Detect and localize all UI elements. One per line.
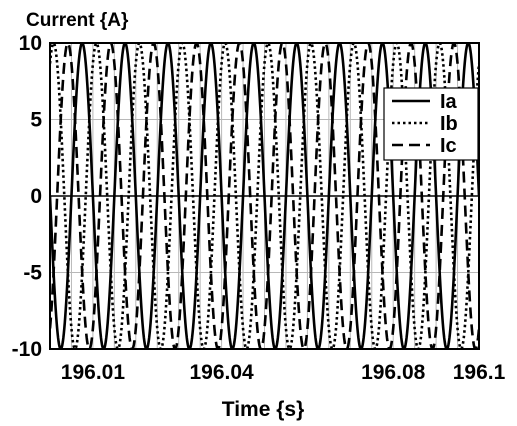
y-tick-label: -5 (23, 262, 42, 285)
x-tick-label: 196.08 (361, 361, 426, 384)
y-tick-label: 0 (30, 185, 42, 208)
legend-label-ia: Ia (440, 91, 458, 113)
x-axis-label: Time {s} (222, 398, 305, 421)
x-tick-label: 196.01 (61, 361, 126, 384)
y-tick-label: 10 (19, 32, 42, 55)
plot-frame (49, 42, 480, 350)
y-tick-label: -10 (12, 338, 42, 361)
series-layer (50, 43, 479, 349)
series-line-ic (50, 43, 479, 349)
x-tick-label: 196.04 (189, 361, 254, 384)
series-line-ia (50, 43, 479, 349)
legend-label-ic: Ic (440, 135, 457, 157)
y-axis-label: Current {A} (26, 10, 129, 31)
x-tick-labels: 196.01 196.04 196.08 196.1 (61, 361, 506, 384)
series-line-ib (50, 43, 479, 349)
legend-label-ib: Ib (440, 113, 458, 135)
y-tick-labels: 10 5 0 -5 -10 (12, 32, 43, 361)
y-tick-label: 5 (30, 109, 42, 132)
x-tick-label: 196.1 (453, 361, 506, 384)
